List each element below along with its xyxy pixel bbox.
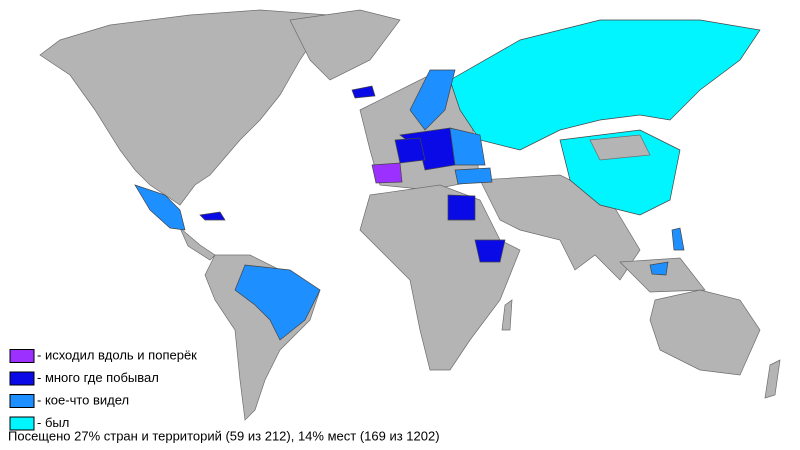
legend-label: - кое-что видел [37, 392, 129, 407]
greenland [289, 9, 401, 81]
philippines [671, 227, 685, 251]
malaysia [649, 261, 669, 276]
legend-swatch [9, 416, 35, 431]
spain [371, 162, 403, 184]
footer-text: Посещено 27% стран и территорий (59 из 2… [8, 428, 440, 443]
mexico [134, 184, 186, 231]
central-america [179, 227, 216, 261]
legend-label: - был [37, 415, 69, 430]
legend-swatch [9, 371, 35, 386]
mongolia [589, 134, 651, 161]
brazil [234, 264, 321, 341]
new-zealand [764, 359, 781, 399]
iceland [351, 85, 376, 99]
egypt [447, 194, 476, 221]
cuba [199, 211, 226, 221]
visited [134, 19, 761, 341]
china [559, 129, 681, 216]
legend-swatch [9, 349, 35, 363]
ethiopia [474, 239, 506, 263]
north-america [39, 9, 331, 206]
france [394, 137, 426, 164]
turkey [454, 167, 493, 185]
legend-label: - много где побывал [37, 370, 159, 385]
madagascar [501, 299, 513, 331]
legend: - исходил вдоль и поперёк - много где поб… [9, 347, 197, 431]
legend-swatch [9, 394, 35, 408]
africa [359, 184, 521, 371]
russia [449, 19, 761, 151]
australia [649, 289, 761, 376]
legend-label: - исходил вдоль и поперёк [37, 347, 197, 362]
eastern-europe [449, 127, 486, 166]
scandinavia [409, 69, 456, 131]
